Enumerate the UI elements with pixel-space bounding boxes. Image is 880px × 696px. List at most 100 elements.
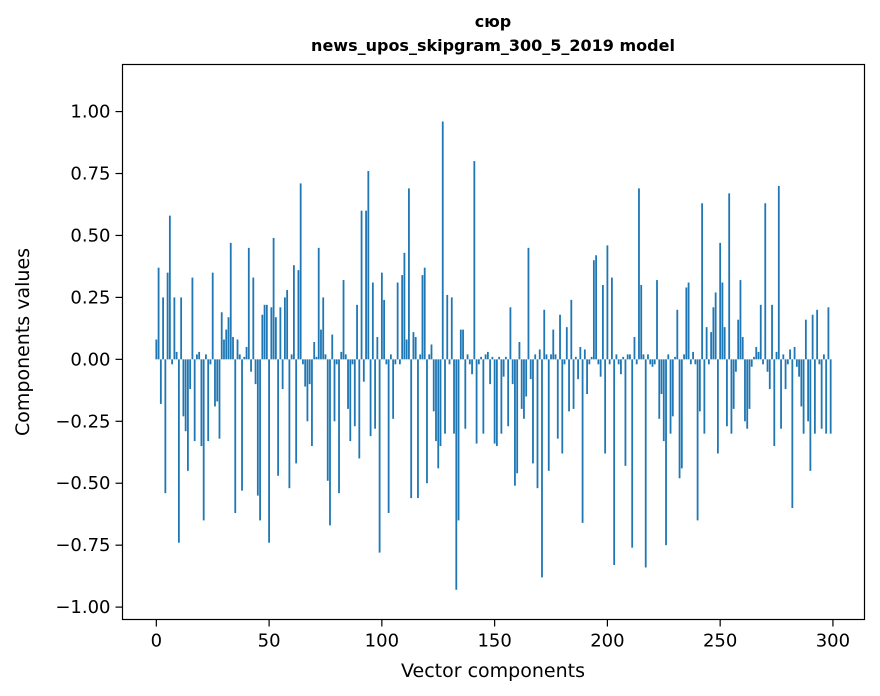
bar bbox=[189, 359, 192, 390]
x-axis-ticks: 0 50 100 150 200 250 300 bbox=[151, 619, 850, 652]
bar bbox=[741, 337, 744, 360]
bar bbox=[581, 359, 584, 523]
bar bbox=[214, 359, 216, 407]
bar bbox=[295, 359, 298, 464]
bar bbox=[685, 287, 688, 360]
bar bbox=[218, 359, 221, 439]
bar bbox=[261, 314, 264, 360]
bar bbox=[462, 329, 464, 360]
bar bbox=[401, 275, 404, 360]
plot-area-frame bbox=[121, 63, 866, 621]
bar bbox=[164, 359, 167, 494]
bar bbox=[692, 351, 694, 360]
bar bbox=[782, 354, 785, 360]
bar bbox=[495, 359, 498, 447]
bar bbox=[322, 297, 325, 360]
bar bbox=[829, 359, 832, 434]
bar bbox=[349, 359, 352, 442]
bar bbox=[791, 359, 794, 508]
bar bbox=[252, 277, 255, 360]
bar bbox=[712, 307, 715, 360]
bar bbox=[714, 292, 717, 360]
bar bbox=[753, 356, 755, 360]
bar bbox=[516, 359, 519, 474]
bar bbox=[565, 327, 568, 360]
bar bbox=[432, 359, 435, 412]
bar bbox=[780, 359, 782, 429]
bar bbox=[225, 329, 228, 360]
bar bbox=[184, 359, 187, 432]
bar bbox=[534, 354, 537, 360]
bar bbox=[635, 359, 638, 365]
bar bbox=[324, 354, 327, 360]
bar bbox=[660, 359, 663, 395]
bar bbox=[775, 351, 778, 360]
bar bbox=[180, 297, 183, 360]
bar bbox=[493, 359, 496, 444]
bar bbox=[308, 359, 311, 385]
bar bbox=[263, 304, 266, 360]
bar bbox=[459, 329, 462, 360]
bar bbox=[441, 121, 444, 360]
bar bbox=[426, 359, 428, 484]
x-tick-label: 250 bbox=[703, 631, 737, 652]
bar bbox=[482, 359, 485, 434]
bar bbox=[588, 359, 591, 365]
bar bbox=[270, 307, 273, 360]
bar bbox=[590, 356, 593, 360]
bar bbox=[771, 304, 773, 360]
bar bbox=[608, 359, 611, 365]
bar bbox=[437, 359, 440, 469]
bar bbox=[611, 277, 613, 360]
bar bbox=[622, 356, 625, 360]
bar bbox=[798, 359, 800, 377]
bar bbox=[795, 359, 798, 367]
bar bbox=[421, 275, 424, 360]
bar bbox=[211, 272, 214, 360]
bar bbox=[412, 332, 415, 360]
bar bbox=[484, 354, 487, 360]
bar bbox=[435, 359, 437, 442]
bar bbox=[162, 297, 164, 360]
bar bbox=[811, 314, 814, 360]
bar bbox=[455, 359, 458, 590]
bar bbox=[550, 354, 552, 360]
bar bbox=[728, 193, 731, 360]
bar bbox=[193, 359, 196, 442]
bar bbox=[473, 161, 476, 360]
bar bbox=[302, 359, 304, 365]
bar bbox=[358, 359, 361, 459]
bar bbox=[464, 359, 467, 429]
bar bbox=[525, 359, 528, 397]
bar bbox=[662, 359, 665, 442]
bar bbox=[532, 359, 534, 464]
bar bbox=[274, 317, 277, 360]
bar bbox=[245, 346, 248, 360]
bar bbox=[823, 354, 825, 360]
bar bbox=[649, 359, 652, 365]
bar bbox=[376, 337, 379, 360]
bar bbox=[283, 297, 286, 360]
bar bbox=[696, 359, 699, 521]
bar bbox=[813, 359, 816, 434]
bar bbox=[597, 359, 600, 365]
bar bbox=[157, 267, 160, 360]
bar bbox=[223, 339, 225, 360]
bar bbox=[374, 359, 376, 429]
bar bbox=[554, 354, 557, 360]
bar bbox=[678, 359, 681, 479]
bar bbox=[583, 349, 586, 360]
bar bbox=[735, 359, 737, 372]
bar bbox=[317, 247, 320, 360]
bar bbox=[523, 359, 525, 419]
bar bbox=[676, 309, 679, 360]
bar bbox=[793, 346, 796, 360]
bar bbox=[777, 185, 780, 360]
bar bbox=[511, 359, 514, 385]
bar bbox=[750, 359, 753, 367]
bar bbox=[315, 356, 318, 360]
bar bbox=[545, 354, 548, 360]
bar bbox=[759, 304, 762, 360]
bar bbox=[446, 294, 449, 360]
y-tick-label: 0.00 bbox=[70, 349, 110, 370]
